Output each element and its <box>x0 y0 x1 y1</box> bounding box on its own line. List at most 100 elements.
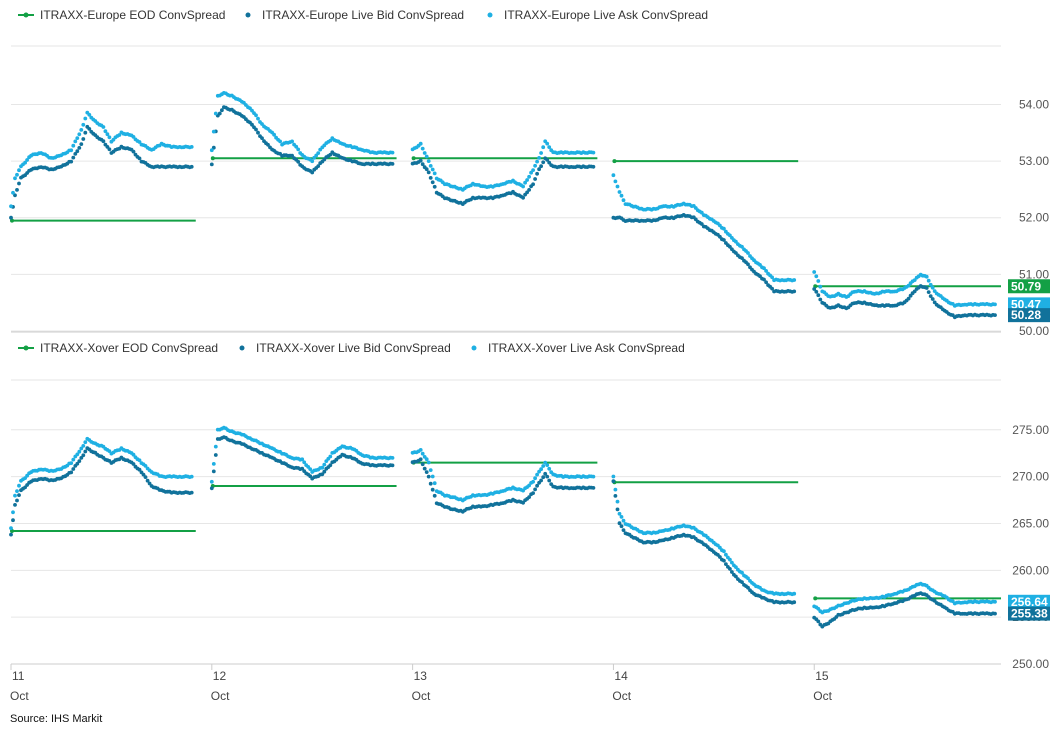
data-point <box>69 470 74 475</box>
data-point <box>256 116 260 121</box>
data-point <box>75 149 80 154</box>
data-point <box>792 278 797 282</box>
data-point <box>718 555 722 559</box>
data-point <box>9 526 13 530</box>
data-point <box>428 176 433 180</box>
data-point <box>426 159 431 164</box>
data-point <box>131 452 136 457</box>
data-point <box>209 486 214 491</box>
data-point <box>617 521 622 526</box>
data-point <box>296 147 301 152</box>
data-point <box>137 458 142 463</box>
data-point <box>9 532 13 537</box>
data-point <box>993 313 997 317</box>
source-note: Source: IHS Markit <box>10 713 102 725</box>
data-point <box>746 576 750 581</box>
data-point <box>9 215 13 220</box>
data-point <box>418 448 423 452</box>
data-point <box>23 160 27 165</box>
data-point <box>611 173 616 178</box>
legend-item-ask: ITRAXX-Xover Live Ask ConvSpread <box>488 341 685 355</box>
data-point <box>545 463 550 467</box>
data-point <box>535 159 539 164</box>
data-point <box>71 143 76 148</box>
data-point <box>426 460 431 465</box>
data-point <box>420 462 425 467</box>
data-point <box>816 619 821 624</box>
data-point <box>17 483 21 488</box>
data-point <box>621 528 626 532</box>
data-point <box>533 177 537 181</box>
data-point <box>254 127 258 132</box>
data-point <box>75 461 80 466</box>
x-axis: 11 Oct 12 Oct 13 Oct 14 Oct 15 Oct <box>10 664 833 703</box>
data-point <box>728 557 732 562</box>
data-point <box>390 463 395 468</box>
data-point <box>418 158 423 163</box>
data-point <box>539 151 543 155</box>
data-point <box>79 446 84 451</box>
data-point <box>426 474 431 479</box>
data-point <box>619 524 624 529</box>
data-point <box>189 164 194 169</box>
data-point <box>539 164 543 169</box>
data-point <box>993 599 997 604</box>
data-point <box>531 479 535 484</box>
data-point <box>926 290 931 294</box>
data-point <box>527 483 531 488</box>
data-point <box>547 145 552 150</box>
data-point <box>746 262 750 267</box>
data-point <box>541 464 546 468</box>
data-point <box>87 112 92 117</box>
y-tick-label: 250.00 <box>1012 657 1049 671</box>
y-tick-label: 260.00 <box>1012 563 1049 577</box>
data-point <box>547 466 552 471</box>
data-point <box>924 274 929 279</box>
y-tick-label: 54.00 <box>1019 97 1049 111</box>
data-point <box>83 116 88 121</box>
data-point <box>73 139 78 144</box>
data-point <box>322 462 327 467</box>
data-point <box>103 129 108 134</box>
x-tick-month: Oct <box>612 689 631 703</box>
data-point <box>75 136 80 141</box>
gridlines <box>11 45 1001 332</box>
data-point <box>260 136 264 141</box>
data-point <box>525 178 529 182</box>
data-point <box>211 462 216 466</box>
data-point <box>189 474 194 479</box>
data-point <box>527 174 531 179</box>
data-point <box>278 139 282 144</box>
data-point <box>724 562 728 566</box>
series-bid <box>9 435 997 629</box>
data-point <box>69 159 74 164</box>
data-point <box>613 487 618 492</box>
data-point <box>545 474 550 479</box>
data-point <box>77 146 82 150</box>
data-point <box>621 198 626 203</box>
data-point <box>107 147 112 152</box>
data-point <box>300 457 305 462</box>
data-point <box>730 570 734 574</box>
data-point <box>928 282 933 287</box>
data-point <box>814 274 819 279</box>
data-point <box>310 159 315 164</box>
data-point <box>211 469 216 474</box>
legend-item-ask: ITRAXX-Europe Live Ask ConvSpread <box>504 8 708 22</box>
series-ask <box>9 91 997 308</box>
panel-2: ITRAXX-Xover EOD ConvSpread ITRAXX-Xover … <box>9 341 1050 671</box>
data-point <box>145 478 150 483</box>
data-point <box>137 156 142 161</box>
data-point <box>591 164 596 169</box>
data-point <box>527 495 531 499</box>
data-point <box>762 277 766 282</box>
data-point <box>533 476 537 481</box>
legend-item-eod: ITRAXX-Europe EOD ConvSpread <box>40 8 225 22</box>
data-point <box>613 179 618 184</box>
data-point <box>316 151 321 156</box>
data-point <box>432 171 437 176</box>
data-point <box>816 279 821 283</box>
data-point <box>424 470 429 474</box>
data-point <box>611 474 616 479</box>
data-point <box>613 494 618 498</box>
